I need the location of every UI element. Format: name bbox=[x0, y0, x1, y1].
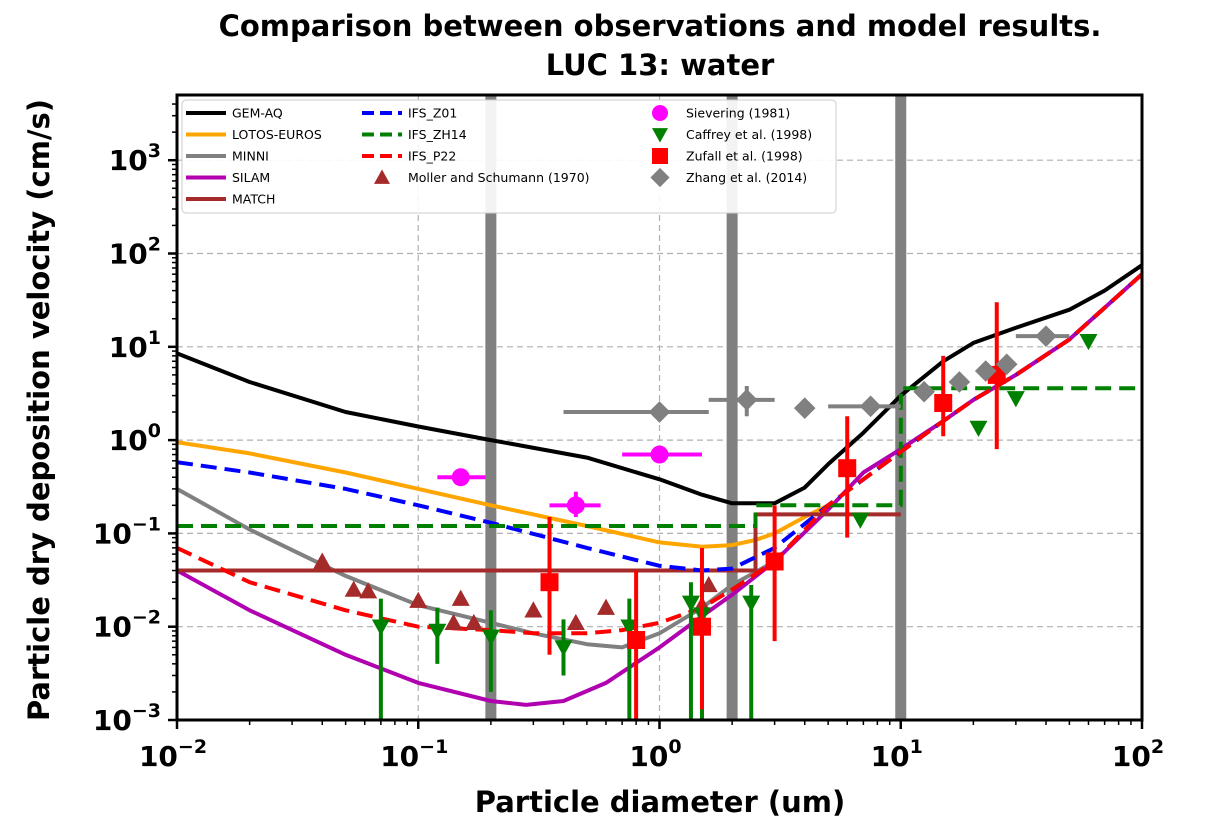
legend-marker-zhang-et-al-2014- bbox=[650, 167, 670, 188]
data-point-zufall-et-al-1998- bbox=[540, 573, 559, 592]
data-point-moller-and-schumann-1970- bbox=[596, 598, 615, 615]
legend-marker-moller-and-schumann-1970- bbox=[374, 169, 390, 184]
data-point-zufall-et-al-1998- bbox=[692, 617, 711, 636]
legend-label-zhang-et-al-2014-: Zhang et al. (2014) bbox=[686, 170, 807, 185]
legend-label-caffrey-et-al-1998-: Caffrey et al. (1998) bbox=[686, 127, 812, 142]
data-point-caffrey-et-al-1998- bbox=[371, 619, 390, 636]
data-point-caffrey-et-al-1998- bbox=[481, 629, 500, 646]
data-point-caffrey-et-al-1998- bbox=[851, 512, 870, 529]
chart-title: Comparison between observations and mode… bbox=[219, 9, 1102, 43]
y-tick-label: 100 bbox=[109, 420, 161, 457]
chart-subtitle: LUC 13: water bbox=[546, 48, 775, 82]
legend-label-match: MATCH bbox=[232, 192, 275, 207]
data-point-zhang-et-al-2014- bbox=[735, 389, 758, 411]
x-tick-label: 100 bbox=[629, 736, 681, 773]
data-point-moller-and-schumann-1970- bbox=[524, 601, 543, 618]
data-point-moller-and-schumann-1970- bbox=[566, 613, 585, 631]
data-point-zhang-et-al-2014- bbox=[913, 380, 935, 403]
data-point-sievering-1981- bbox=[451, 468, 470, 487]
legend-label-moller-and-schumann-1970-: Moller and Schumann (1970) bbox=[408, 170, 590, 185]
data-point-zufall-et-al-1998- bbox=[627, 631, 646, 650]
data-point-caffrey-et-al-1998- bbox=[742, 595, 761, 612]
legend-marker-caffrey-et-al-1998- bbox=[652, 128, 668, 143]
legend-label-silam: SILAM bbox=[232, 170, 270, 185]
series-line-match bbox=[177, 512, 901, 573]
data-point-zhang-et-al-2014- bbox=[793, 397, 816, 419]
x-tick-label: 10−2 bbox=[139, 736, 207, 773]
data-point-caffrey-et-al-1998- bbox=[681, 595, 700, 612]
series-line-ifs-zh14 bbox=[177, 386, 1142, 528]
data-point-moller-and-schumann-1970- bbox=[464, 613, 483, 631]
data-point-caffrey-et-al-1998- bbox=[969, 420, 988, 437]
legend-label-gem-aq: GEM-AQ bbox=[232, 106, 283, 121]
data-point-caffrey-et-al-1998- bbox=[1079, 333, 1098, 351]
data-point-caffrey-et-al-1998- bbox=[428, 623, 447, 640]
y-tick-label: 10−3 bbox=[93, 700, 161, 737]
legend-label-minni: MINNI bbox=[232, 149, 269, 164]
x-tick-label: 101 bbox=[871, 736, 923, 773]
data-point-moller-and-schumann-1970- bbox=[699, 575, 718, 593]
legend-label-ifs-p22: IFS_P22 bbox=[408, 149, 456, 164]
legend-label-ifs-zh14: IFS_ZH14 bbox=[408, 127, 467, 142]
legend-label-sievering-1981-: Sievering (1981) bbox=[686, 106, 790, 121]
legend-label-zufall-et-al-1998-: Zufall et al. (1998) bbox=[686, 149, 803, 164]
x-tick-label: 102 bbox=[1112, 736, 1164, 773]
legend-box bbox=[181, 99, 837, 214]
data-point-zhang-et-al-2014- bbox=[1035, 325, 1057, 347]
data-point-sievering-1981- bbox=[650, 445, 669, 464]
legend-label-lotos-euros: LOTOS-EUROS bbox=[232, 127, 322, 142]
data-point-zufall-et-al-1998- bbox=[934, 393, 953, 412]
legend-marker-zufall-et-al-1998- bbox=[652, 148, 668, 164]
x-tick-label: 10−1 bbox=[380, 736, 448, 773]
data-point-zhang-et-al-2014- bbox=[948, 371, 971, 393]
y-tick-label: 101 bbox=[109, 327, 161, 364]
data-point-moller-and-schumann-1970- bbox=[451, 589, 470, 606]
y-tick-label: 10−2 bbox=[93, 607, 161, 644]
y-tick-label: 10−1 bbox=[93, 513, 161, 550]
y-tick-label: 102 bbox=[109, 234, 161, 271]
data-point-zhang-et-al-2014- bbox=[974, 360, 997, 382]
y-tick-label: 103 bbox=[109, 140, 161, 177]
data-point-zhang-et-al-2014- bbox=[995, 353, 1018, 376]
data-point-caffrey-et-al-1998- bbox=[1006, 391, 1025, 408]
data-point-zhang-et-al-2014- bbox=[648, 401, 671, 423]
data-point-caffrey-et-al-1998- bbox=[554, 640, 573, 657]
data-point-moller-and-schumann-1970- bbox=[359, 582, 378, 599]
series-line-gem-aq bbox=[177, 263, 1142, 506]
data-point-caffrey-et-al-1998- bbox=[620, 619, 639, 636]
data-point-zufall-et-al-1998- bbox=[765, 552, 784, 571]
data-point-moller-and-schumann-1970- bbox=[444, 613, 463, 631]
data-point-zhang-et-al-2014- bbox=[859, 395, 882, 418]
data-point-zufall-et-al-1998- bbox=[838, 459, 857, 478]
legend: GEM-AQ LOTOS-EUROS MINNI SILAM MATCH IFS_Z01 I… bbox=[181, 99, 837, 214]
data-point-sievering-1981- bbox=[566, 496, 585, 515]
legend-marker-sievering-1981- bbox=[652, 105, 668, 121]
legend-label-ifs-z01: IFS_Z01 bbox=[408, 106, 457, 121]
data-point-moller-and-schumann-1970- bbox=[344, 580, 363, 597]
y-axis-label: Particle dry deposition velocity (cm/s) bbox=[22, 99, 56, 721]
data-point-moller-and-schumann-1970- bbox=[313, 552, 332, 569]
x-axis-label: Particle diameter (um) bbox=[475, 785, 846, 819]
data-point-moller-and-schumann-1970- bbox=[409, 591, 428, 608]
